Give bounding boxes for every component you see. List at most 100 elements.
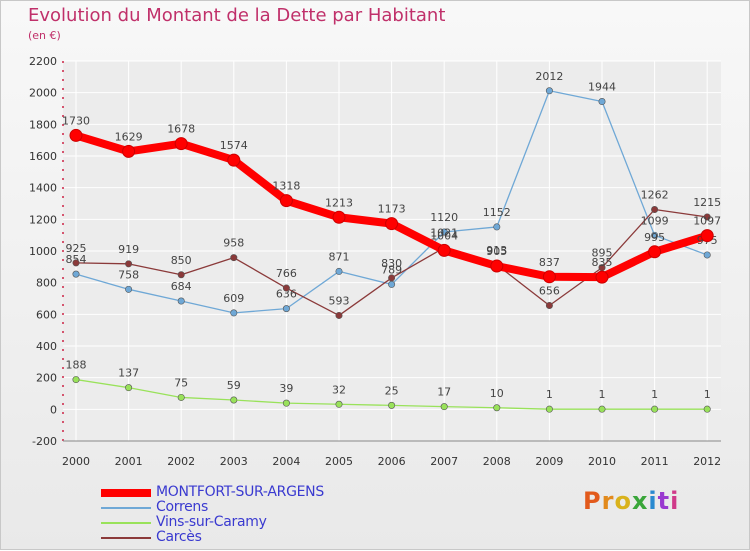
x-tick-label: 2007 [430,455,458,468]
x-tick-label: 2004 [272,455,300,468]
data-point [703,251,711,259]
data-point [703,213,711,221]
data-point [545,405,553,413]
y-tick-label: 600 [36,308,57,321]
y-tick-label: 0 [50,403,57,416]
data-label: 1 [546,388,553,401]
data-label: 656 [539,284,560,297]
data-point [282,305,290,313]
data-label: 995 [644,231,665,244]
data-label: 789 [381,263,402,276]
data-label: 1099 [641,214,669,227]
data-label: 919 [118,243,139,256]
data-point [230,396,238,404]
data-label: 905 [486,245,507,258]
data-label: 850 [171,254,192,267]
chart-subtitle: (en €) [28,29,61,42]
data-point [493,223,501,231]
data-point [545,87,553,95]
data-label: 958 [223,237,244,250]
y-tick-label: 1600 [29,150,57,163]
data-point [335,311,343,319]
x-tick-label: 2010 [588,455,616,468]
x-tick-label: 2002 [167,455,195,468]
legend-swatch-montfort [101,489,151,497]
logo-letter: i [648,487,658,515]
data-point [177,297,185,305]
data-point [648,245,662,259]
y-tick-label: 1200 [29,213,57,226]
logo-letter: t [657,487,671,515]
logo-letter: i [670,487,680,515]
data-label: 1 [704,388,711,401]
data-label: 1173 [378,203,406,216]
data-label: 684 [171,280,192,293]
data-label: 75 [174,376,188,389]
data-point [700,229,714,243]
y-tick-label: 1400 [29,182,57,195]
x-tick-label: 2008 [483,455,511,468]
data-point [388,274,396,282]
data-label: 925 [66,242,87,255]
data-label: 1215 [693,196,721,209]
x-tick-label: 2009 [535,455,563,468]
legend-swatch-carces [101,537,151,539]
data-point [493,404,501,412]
legend-item-vins: Vins-sur-Caramy [101,514,421,530]
data-point [335,267,343,275]
data-label: 25 [385,384,399,397]
legend-label-correns: Correns [156,499,208,515]
data-point [388,401,396,409]
logo-letter: x [631,487,649,515]
data-label: 1318 [272,180,300,193]
data-point [230,254,238,262]
data-label: 758 [118,268,139,281]
data-point [385,217,399,231]
data-label: 1629 [115,130,143,143]
legend-swatch-vins [101,522,151,524]
data-point [72,376,80,384]
data-point [125,384,133,392]
data-point [227,153,241,167]
data-label: 1574 [220,139,248,152]
data-point [703,405,711,413]
proxiti-logo: Proxiti [583,487,679,515]
x-tick-label: 2005 [325,455,353,468]
data-label: 1120 [430,211,458,224]
data-point [335,400,343,408]
data-point [282,284,290,292]
logo-letter: o [614,487,632,515]
data-point [125,260,133,268]
data-point [177,271,185,279]
y-tick-label: 400 [36,340,57,353]
data-point [490,259,504,273]
data-label: 17 [437,386,451,399]
data-point [651,206,659,214]
y-tick-label: 2000 [29,87,57,100]
data-label: 1730 [62,114,90,127]
data-label: 2012 [535,70,563,83]
data-point [69,128,83,142]
legend-item-montfort: MONTFORT-SUR-ARGENS [101,484,421,500]
logo-letter: P [583,487,602,515]
data-point [388,280,396,288]
data-label: 1213 [325,196,353,209]
data-point [122,144,136,158]
data-point [332,210,346,224]
data-point [595,270,609,284]
x-tick-label: 2000 [62,455,90,468]
data-label: 871 [329,250,350,263]
y-tick-label: 2200 [29,55,57,68]
data-label: 1944 [588,81,616,94]
data-label: 895 [592,247,613,260]
data-label: 1 [599,388,606,401]
data-point [598,405,606,413]
data-label: 59 [227,379,241,392]
legend-item-correns: Correns [101,499,421,515]
data-label: 1262 [641,189,669,202]
data-point [651,405,659,413]
x-tick-label: 2012 [693,455,721,468]
data-label: 636 [276,288,297,301]
data-label: 32 [332,383,346,396]
